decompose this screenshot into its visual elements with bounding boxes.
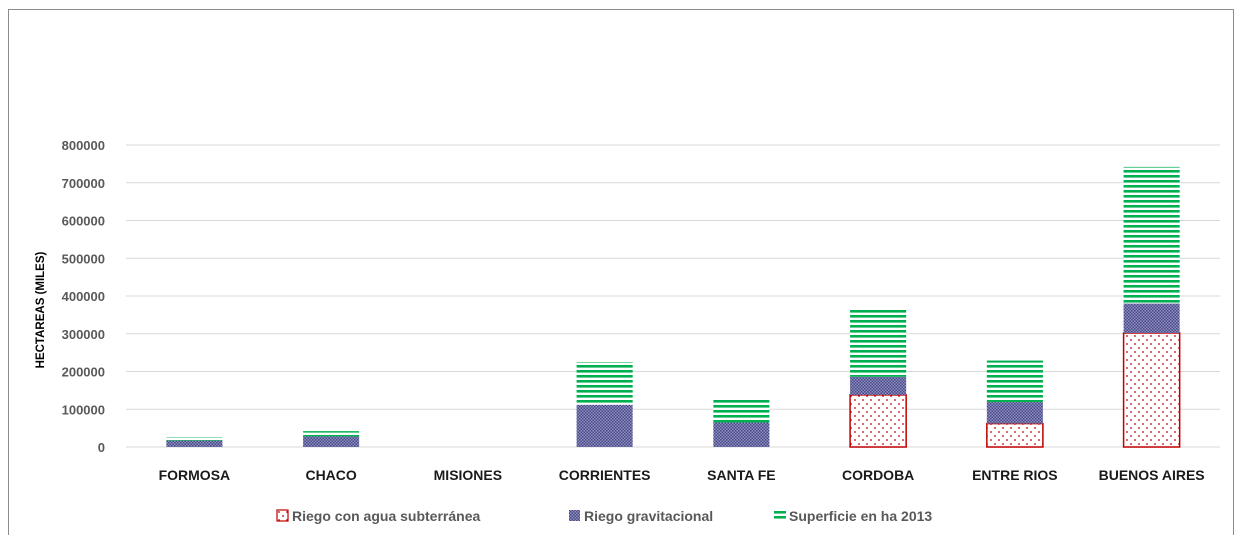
y-tick-label: 800000 bbox=[62, 138, 105, 153]
bar-segment bbox=[850, 376, 907, 395]
y-tick-label: 300000 bbox=[62, 327, 105, 342]
y-tick-label: 0 bbox=[98, 440, 105, 455]
bar-segment bbox=[166, 440, 223, 447]
bars bbox=[166, 166, 1181, 448]
bar-segment bbox=[713, 398, 770, 423]
y-tick-label: 100000 bbox=[62, 402, 105, 417]
y-tick-label: 500000 bbox=[62, 251, 105, 266]
gridlines bbox=[126, 144, 1220, 448]
stacked-bar-chart: HECTAREAS (MILES) 0 100000 200000 300000 400… bbox=[35, 138, 1220, 524]
x-tick-label: SANTA FE bbox=[707, 467, 775, 483]
bar-segment bbox=[303, 436, 360, 447]
bar-segment bbox=[1122, 332, 1181, 448]
x-tick-label: ENTRE RIOS bbox=[972, 467, 1058, 483]
legend-label: Superficie en ha 2013 bbox=[789, 508, 932, 524]
legend-swatch bbox=[774, 511, 786, 519]
x-tick-label: CORDOBA bbox=[842, 467, 914, 483]
bar-segment bbox=[576, 404, 633, 447]
x-tick-label: CHACO bbox=[305, 467, 356, 483]
bar-segment bbox=[166, 437, 223, 441]
x-tick-label: FORMOSA bbox=[159, 467, 231, 483]
y-tick-label: 400000 bbox=[62, 289, 105, 304]
x-tick-label: MISIONES bbox=[434, 467, 502, 483]
bar-segment bbox=[986, 422, 1044, 448]
legend-swatch bbox=[569, 510, 580, 521]
chart-frame: HECTAREAS (MILES) 0 100000 200000 300000 400… bbox=[8, 9, 1234, 535]
y-tick-label: 700000 bbox=[62, 176, 105, 191]
bar-segment bbox=[303, 431, 360, 437]
y-tick-label: 200000 bbox=[62, 365, 105, 380]
bar-segment bbox=[850, 308, 907, 377]
legend-label: Riego gravitacional bbox=[584, 508, 713, 524]
bar-segment bbox=[576, 362, 633, 405]
bar-segment bbox=[986, 402, 1043, 424]
legend-swatch bbox=[276, 509, 289, 522]
legend: Riego con agua subterránea Riego gravitac… bbox=[276, 508, 932, 524]
bar-segment bbox=[713, 422, 770, 447]
y-tick-label: 600000 bbox=[62, 214, 105, 229]
bar-segment bbox=[1123, 166, 1180, 304]
y-axis-label: HECTAREAS (MILES) bbox=[35, 251, 47, 368]
x-tick-label: BUENOS AIRES bbox=[1099, 467, 1205, 483]
bar-segment bbox=[1123, 303, 1180, 333]
bar-segment bbox=[986, 360, 1043, 403]
bar-segment bbox=[849, 394, 907, 448]
y-axis-ticks: 0 100000 200000 300000 400000 500000 600000 700… bbox=[62, 138, 105, 455]
legend-label: Riego con agua subterránea bbox=[292, 508, 480, 524]
x-tick-label: CORRIENTES bbox=[559, 467, 651, 483]
legend-item: Riego gravitacional bbox=[569, 508, 713, 524]
legend-item: Superficie en ha 2013 bbox=[774, 508, 932, 524]
x-axis-ticks: FORMOSA CHACO MISIONES CORRIENTES SANTA FE CO… bbox=[159, 467, 1205, 483]
legend-item: Riego con agua subterránea bbox=[276, 508, 480, 524]
